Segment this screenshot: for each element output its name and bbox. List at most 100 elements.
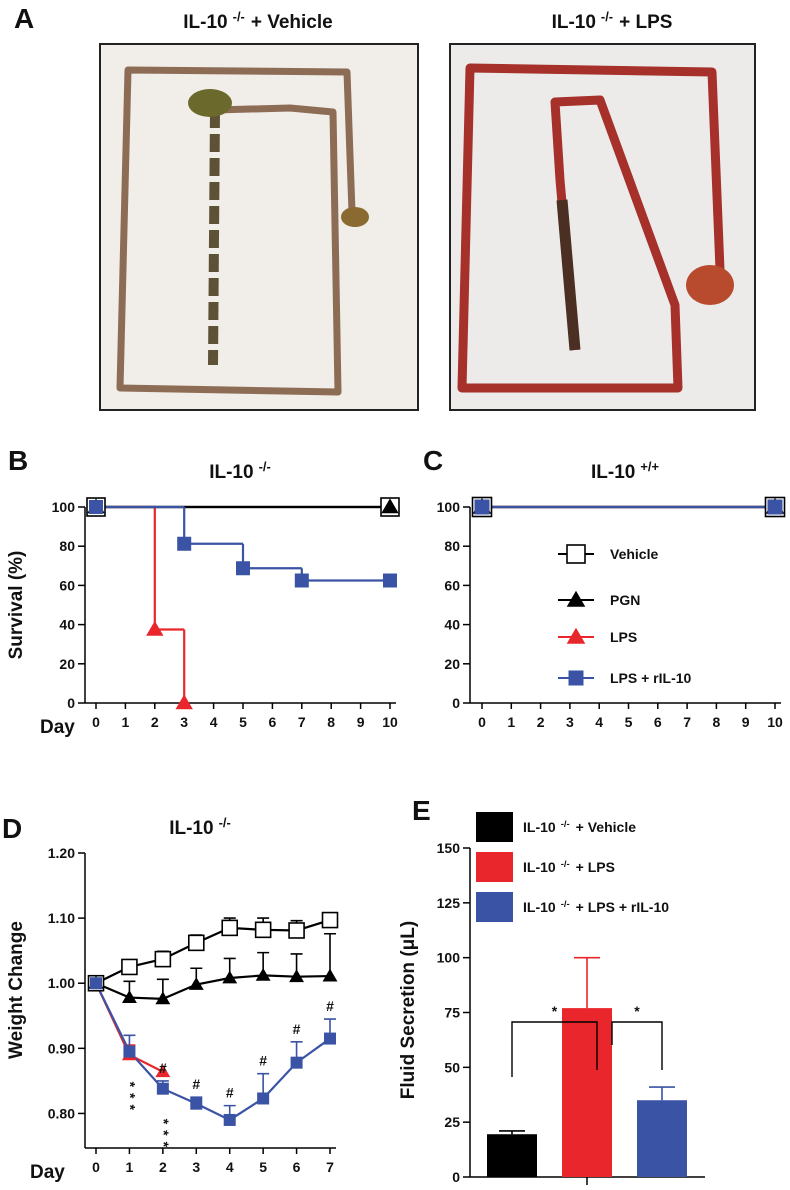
marker-square (474, 499, 490, 515)
significance-bracket (611, 1021, 663, 1070)
significance-label: * (552, 1003, 558, 1019)
x-tick-label: 3 (192, 1159, 200, 1175)
cecum (686, 265, 734, 305)
y-tick-label: 100 (52, 499, 76, 515)
x-tick-label: 10 (382, 714, 398, 730)
y-tick-label: 25 (444, 1114, 460, 1130)
y-tick-label: 1.20 (48, 845, 75, 861)
marker-square (321, 911, 339, 929)
x-tick-label: 2 (151, 714, 159, 730)
annotation: # (293, 1021, 301, 1037)
y-tick-label: 50 (444, 1059, 460, 1075)
panel-letter: B (8, 445, 28, 476)
photo-title: IL-10 -/- + LPS (552, 9, 673, 34)
marker-square (568, 670, 584, 686)
x-tick-label: 6 (269, 714, 277, 730)
photo-title-part: -/- (233, 9, 245, 24)
marker-square (290, 1056, 303, 1069)
panel-letter: D (2, 813, 22, 844)
photo-title-part: IL-10 (552, 12, 596, 33)
legend-label-part: + Vehicle (576, 819, 637, 835)
marker-triangle (566, 590, 586, 607)
legend-swatch (476, 892, 513, 922)
chart-title: IL-10 +/+ (591, 459, 659, 484)
annotation: # (226, 1085, 234, 1101)
annotation: # (159, 1060, 167, 1076)
y-tick-label: 100 (437, 950, 461, 966)
intestine (208, 109, 220, 366)
legend-label: IL-10 -/- + Vehicle (523, 819, 636, 836)
marker-triangle (175, 694, 193, 710)
x-tick-label: 6 (293, 1159, 301, 1175)
y-axis-label: Weight Change (6, 921, 27, 1059)
marker-square (566, 544, 586, 564)
legend-label-part: + LPS + rIL-10 (576, 899, 670, 915)
intestine (116, 66, 356, 396)
annotation: *** (123, 1082, 139, 1116)
x-tick-label: 1 (507, 714, 515, 730)
x-tick-label: 0 (92, 1159, 100, 1175)
chart-title-part: IL-10 (209, 462, 253, 483)
marker-triangle (381, 498, 399, 514)
significance-bracket (511, 1021, 598, 1077)
cecum (341, 207, 369, 227)
panel-letter: A (14, 3, 34, 34)
x-tick-label: 7 (298, 714, 306, 730)
x-tick-label: 4 (595, 714, 603, 730)
x-axis-label: Day (30, 1162, 65, 1183)
y-tick-label: 60 (59, 577, 75, 593)
error-bar (499, 1130, 525, 1135)
x-tick-label: 5 (625, 714, 633, 730)
marker-square (90, 977, 102, 990)
marker-square (767, 499, 783, 515)
error-bar (574, 956, 600, 1009)
x-tick-label: 5 (239, 714, 247, 730)
marker-square (190, 1097, 203, 1110)
marker-square (187, 934, 205, 952)
error-bar (649, 1086, 675, 1101)
y-tick-label: 75 (444, 1005, 460, 1021)
x-tick-label: 2 (159, 1159, 167, 1175)
bar (487, 1134, 537, 1177)
annotation: # (259, 1053, 267, 1069)
marker-square (154, 950, 172, 968)
y-tick-label: 0.90 (48, 1040, 75, 1056)
x-tick-label: 6 (654, 714, 662, 730)
legend-label-part: IL-10 (523, 859, 556, 875)
annotation: # (192, 1076, 200, 1092)
marker-triangle (322, 968, 338, 982)
stomach (188, 89, 232, 117)
marker-square (223, 1113, 236, 1126)
x-tick-label: 8 (713, 714, 721, 730)
marker-square (383, 573, 397, 588)
chart-title-part: IL-10 (591, 462, 635, 483)
y-tick-label: 20 (444, 656, 460, 672)
photo-title-part: + LPS (619, 12, 672, 33)
y-tick-label: 60 (444, 577, 460, 593)
x-tick-label: 4 (226, 1159, 234, 1175)
photo-right (449, 43, 756, 411)
y-axis-label: Fluid Secretion (μL) (398, 921, 419, 1099)
annotation: *** (156, 1119, 172, 1153)
x-tick-label: 3 (180, 714, 188, 730)
marker-square (324, 1032, 336, 1045)
x-tick-label: 0 (92, 714, 100, 730)
marker-triangle (255, 967, 271, 981)
legend-label-part: -/- (561, 899, 570, 910)
x-tick-label: 1 (126, 1159, 134, 1175)
annotation: # (326, 998, 334, 1014)
y-tick-label: 80 (59, 538, 75, 554)
marker-square (221, 919, 239, 937)
chart-title: IL-10 -/- (169, 815, 231, 840)
photo-title-part: + Vehicle (251, 12, 333, 33)
marker-square (257, 1092, 270, 1105)
y-tick-label: 0 (452, 1169, 460, 1185)
series-line (95, 974, 331, 1000)
y-tick-label: 20 (59, 656, 75, 672)
legend-swatch (476, 812, 513, 842)
photo-frame (99, 43, 419, 411)
x-tick-label: 9 (742, 714, 750, 730)
marker-square (288, 922, 305, 939)
marker-square (121, 958, 138, 976)
marker-square (254, 921, 272, 939)
